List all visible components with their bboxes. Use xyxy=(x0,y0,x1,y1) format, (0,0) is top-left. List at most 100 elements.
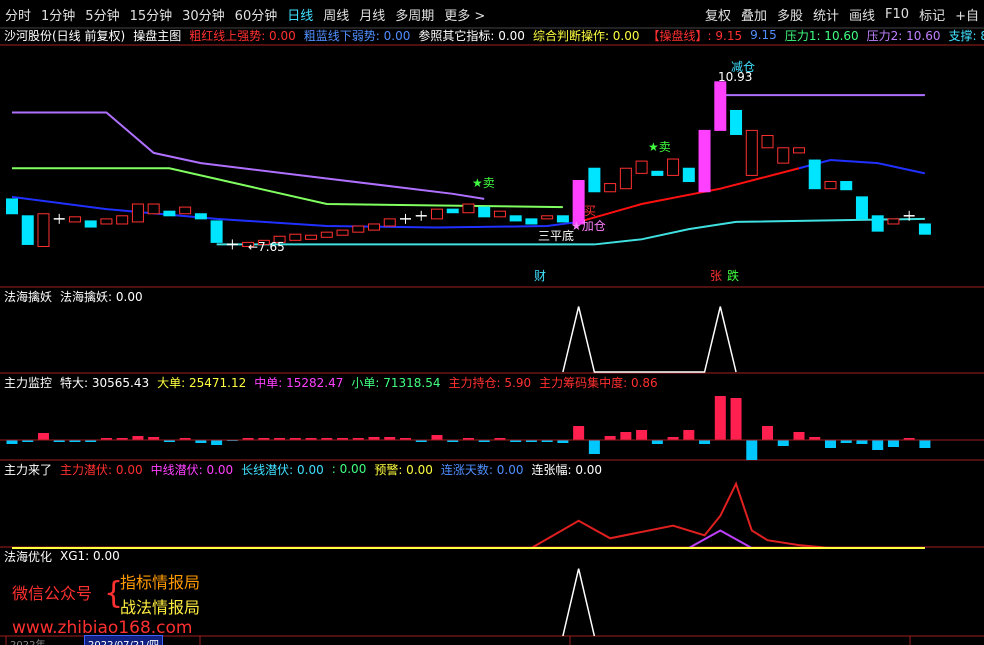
flow-bar xyxy=(53,440,65,442)
flow-bar xyxy=(636,430,648,440)
header-item: 连涨天数: 0.00 xyxy=(440,462,524,477)
candle xyxy=(651,170,664,176)
button[interactable]: 画线 xyxy=(849,8,876,24)
tab[interactable]: 分时 xyxy=(5,8,32,24)
watermark: 微信公众号 xyxy=(12,584,93,603)
button[interactable]: +自 xyxy=(955,8,979,24)
tab[interactable]: 15分钟 xyxy=(129,8,173,24)
candle xyxy=(257,239,270,245)
annotation: 10.93 xyxy=(718,70,752,84)
tab[interactable]: 日线 xyxy=(287,8,314,24)
flow-bar xyxy=(258,438,270,440)
flow-bar xyxy=(211,440,223,445)
button[interactable]: 多股 xyxy=(777,8,804,24)
flow-bar xyxy=(604,436,616,440)
annotation: 三平底 xyxy=(538,228,574,243)
candle xyxy=(242,241,255,247)
candle xyxy=(808,159,821,190)
header-item: 小单: 71318.54 xyxy=(351,375,441,390)
tab[interactable]: 1分钟 xyxy=(41,8,76,24)
tab[interactable]: 更多 > xyxy=(444,8,486,24)
header-item: 9.15 xyxy=(750,28,777,42)
candle xyxy=(493,210,506,218)
flow-bar xyxy=(746,440,758,460)
candle xyxy=(131,203,144,223)
button[interactable]: 叠加 xyxy=(740,8,767,24)
footer-year: 2022年 xyxy=(10,636,45,645)
candle xyxy=(761,135,774,149)
annotation: 张 xyxy=(710,269,722,283)
tab[interactable]: 60分钟 xyxy=(234,8,278,24)
panel-header: 法海优化 XG1: 0.00 xyxy=(4,548,120,564)
header-item: 长线潜伏: 0.00 xyxy=(241,462,324,477)
header-item: 参照其它指标: 0.00 xyxy=(418,28,525,43)
candle xyxy=(509,215,522,222)
header-item: 主力来了 xyxy=(4,462,53,477)
header-item: 综合判断操作: 0.00 xyxy=(532,28,640,43)
flow-bar xyxy=(132,436,144,440)
toolbar-right: 复权 叠加 多股 统计 画线 F10 标记 +自 xyxy=(700,0,984,28)
header-item: 主力筹码集中度: 0.86 xyxy=(539,375,658,390)
candle xyxy=(824,181,837,190)
watermark-url: www.zhibiao168.com xyxy=(12,618,193,638)
candle xyxy=(745,129,758,176)
flow-bar xyxy=(400,438,411,440)
flow-bar xyxy=(919,440,931,448)
candle xyxy=(714,81,727,131)
tab[interactable]: 周线 xyxy=(323,8,350,24)
candle xyxy=(289,233,302,241)
flow-bar xyxy=(305,438,317,440)
button[interactable]: F10 xyxy=(885,6,910,22)
toolbar-left: 分时 1分钟 5分钟 15分钟 30分钟 60分钟 日线 周线 月线 多周期 更多 > xyxy=(0,0,490,28)
flow-bar xyxy=(116,438,128,440)
candle xyxy=(383,218,396,227)
header-item: 特大: 30565.43 xyxy=(60,375,150,390)
candle xyxy=(352,225,365,233)
button[interactable]: 复权 xyxy=(704,8,731,24)
flow-bar xyxy=(840,440,852,443)
candle xyxy=(604,183,617,193)
tab[interactable]: 5分钟 xyxy=(85,8,120,24)
flow-bar xyxy=(525,440,537,442)
candle xyxy=(305,234,318,240)
candle xyxy=(147,203,160,215)
candle xyxy=(730,109,743,135)
candle xyxy=(368,223,381,231)
candle xyxy=(572,180,585,225)
candle xyxy=(556,215,569,223)
header-item: 支撑: 8.0 xyxy=(948,28,984,43)
tab[interactable]: 多周期 xyxy=(395,8,435,24)
flow-bar xyxy=(588,440,600,454)
annotation: 跌 xyxy=(727,268,739,283)
panel-header: 法海擒妖 法海擒妖: 0.00 xyxy=(4,288,143,304)
annotation: 买 xyxy=(584,204,596,218)
flow-bar xyxy=(148,437,160,440)
candle xyxy=(619,167,632,190)
annotation: ★加仓 xyxy=(571,219,606,233)
button[interactable]: 统计 xyxy=(813,8,840,24)
button[interactable]: 标记 xyxy=(919,8,946,24)
header-item: 粗红线上强势: 0.00 xyxy=(189,28,296,43)
candle xyxy=(210,220,223,243)
candle xyxy=(541,215,554,220)
tab[interactable]: 月线 xyxy=(359,8,386,24)
watermark: 指标情报局 xyxy=(120,573,201,592)
header-item: 预警: 0.00 xyxy=(374,462,433,477)
flow-bar xyxy=(100,438,112,440)
flow-bar xyxy=(573,426,585,440)
flow-bar xyxy=(541,440,553,442)
candle xyxy=(430,208,443,220)
header-item: 【操盘线】: 9.15 xyxy=(647,28,743,43)
flow-bar xyxy=(872,440,884,450)
flow-bar xyxy=(683,430,695,440)
header-item: 沙河股份(日线 前复权) xyxy=(4,28,126,43)
flow-bar xyxy=(22,440,34,442)
tab[interactable]: 30分钟 xyxy=(182,8,225,24)
flow-bar xyxy=(667,437,679,440)
flow-bar xyxy=(557,440,569,443)
candle xyxy=(446,208,459,214)
flow-bar xyxy=(777,440,789,446)
flow-bar xyxy=(384,437,396,440)
header-item: 大单: 25471.12 xyxy=(157,375,247,390)
flow-bar xyxy=(195,440,207,443)
